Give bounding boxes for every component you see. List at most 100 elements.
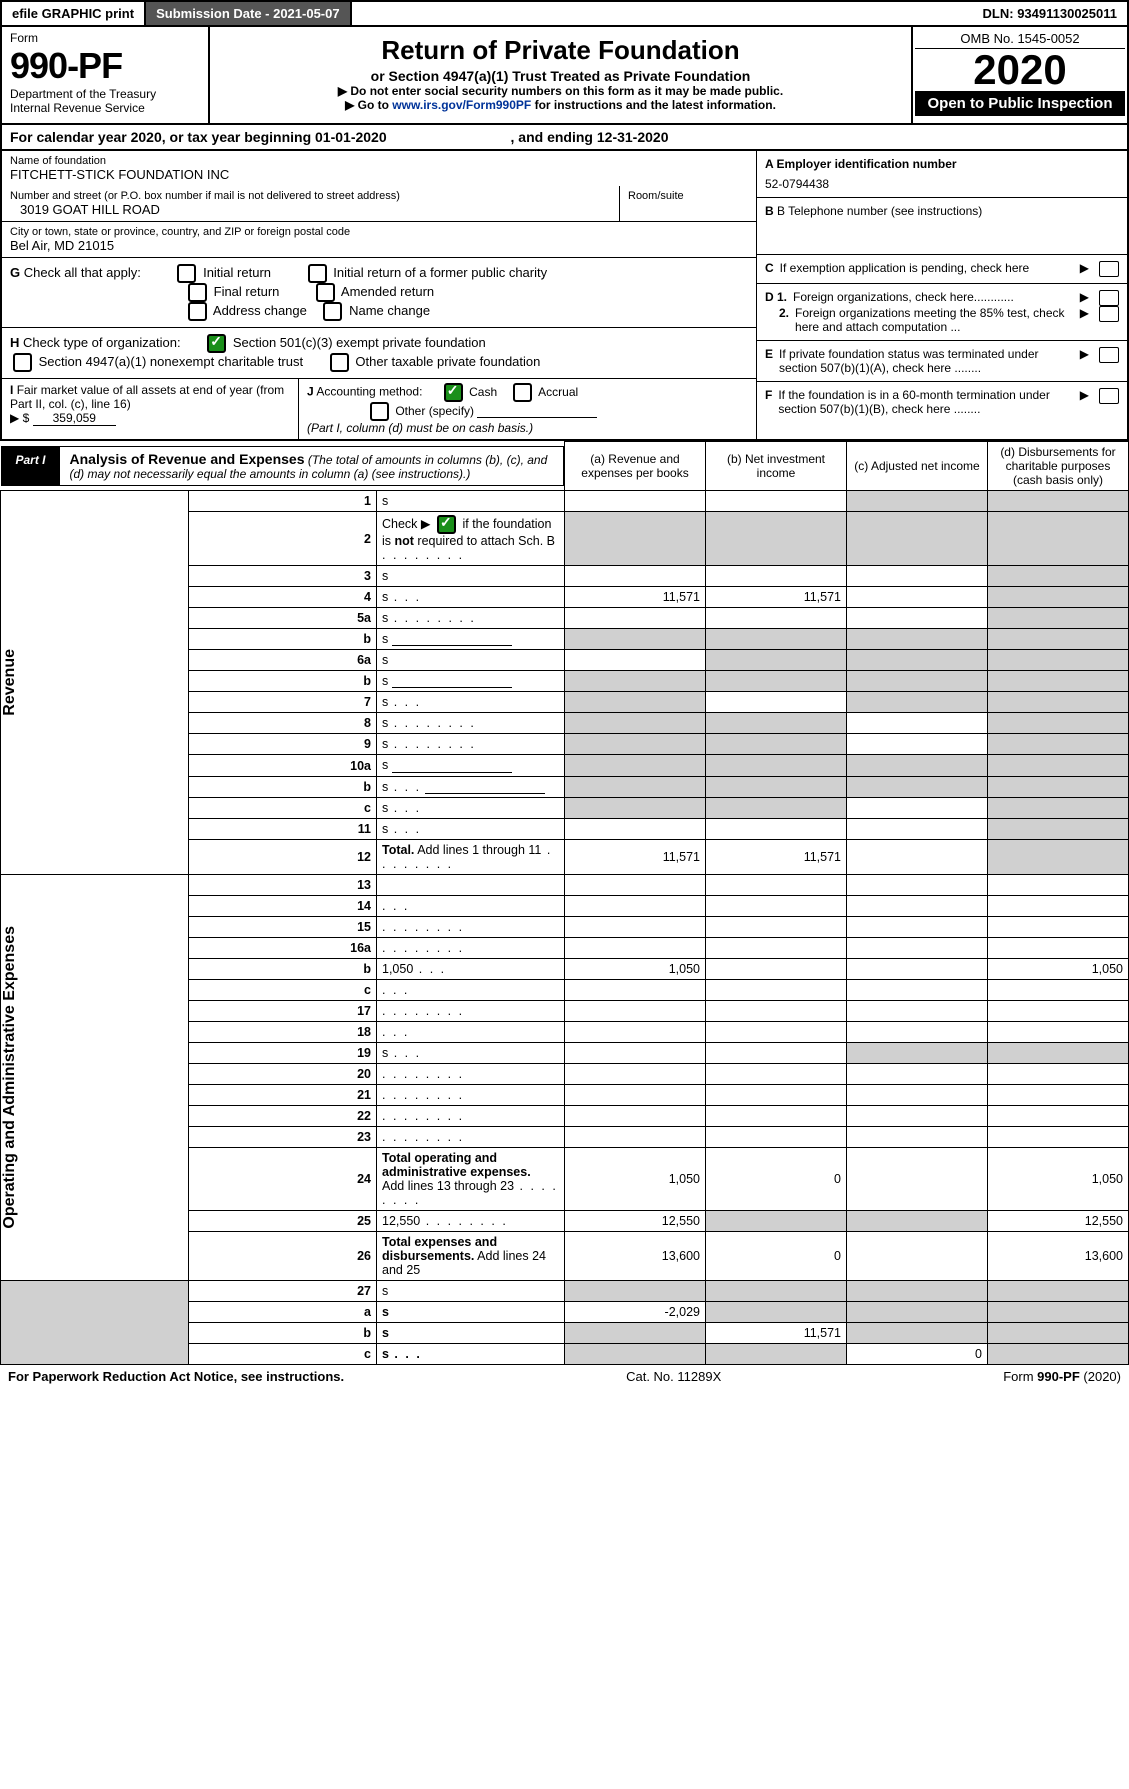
value-cell xyxy=(847,1322,988,1343)
value-cell xyxy=(706,776,847,797)
row-description: s xyxy=(377,797,565,818)
value-cell xyxy=(565,1000,706,1021)
value-cell xyxy=(847,916,988,937)
value-cell xyxy=(706,1084,847,1105)
row-number: 19 xyxy=(189,1042,377,1063)
chk-f[interactable] xyxy=(1099,388,1119,404)
value-cell xyxy=(847,818,988,839)
value-cell xyxy=(847,1105,988,1126)
chk-c[interactable] xyxy=(1099,261,1119,277)
value-cell xyxy=(706,1126,847,1147)
value-cell xyxy=(847,839,988,874)
chk-other-method[interactable] xyxy=(370,402,389,421)
value-cell xyxy=(847,797,988,818)
row-description xyxy=(377,874,565,895)
row-description: Total. Add lines 1 through 11 xyxy=(377,839,565,874)
row-number: 26 xyxy=(189,1231,377,1280)
row-description: s xyxy=(377,671,565,692)
chk-d1[interactable] xyxy=(1099,290,1119,306)
row-number: 12 xyxy=(189,839,377,874)
value-cell xyxy=(988,818,1129,839)
value-cell xyxy=(988,713,1129,734)
row-description: s xyxy=(377,650,565,671)
row-number: 15 xyxy=(189,916,377,937)
fmv-value: 359,059 xyxy=(33,411,116,426)
chk-other-taxable[interactable] xyxy=(330,353,349,372)
60-month-termination: If the foundation is in a 60-month termi… xyxy=(778,388,1073,416)
section-label: Operating and Administrative Expenses xyxy=(1,926,19,1229)
row-description: 1,050 xyxy=(377,958,565,979)
value-cell xyxy=(706,692,847,713)
chk-d2[interactable] xyxy=(1099,306,1119,322)
value-cell xyxy=(706,512,847,566)
row-number: 7 xyxy=(189,692,377,713)
value-cell xyxy=(988,629,1129,650)
chk-accrual[interactable] xyxy=(513,383,532,402)
value-cell xyxy=(565,1126,706,1147)
paperwork-notice: For Paperwork Reduction Act Notice, see … xyxy=(8,1369,344,1384)
row-description xyxy=(377,895,565,916)
main-title: Return of Private Foundation xyxy=(220,35,901,66)
row-description: s xyxy=(377,1042,565,1063)
part1-title: Analysis of Revenue and Expenses (The to… xyxy=(60,447,563,485)
value-cell xyxy=(565,671,706,692)
chk-name-change[interactable] xyxy=(323,302,342,321)
row-description: 12,550 xyxy=(377,1210,565,1231)
room-label: Room/suite xyxy=(628,190,748,202)
row-number: b xyxy=(189,671,377,692)
row-description xyxy=(377,916,565,937)
chk-cash[interactable] xyxy=(444,383,463,402)
row-number: c xyxy=(189,797,377,818)
value-cell xyxy=(847,692,988,713)
row-description xyxy=(377,1105,565,1126)
row-description: s xyxy=(377,776,565,797)
row-description xyxy=(377,1126,565,1147)
row-description xyxy=(377,937,565,958)
ein-value: 52-0794438 xyxy=(765,171,1119,191)
row-number: c xyxy=(189,979,377,1000)
chk-4947[interactable] xyxy=(13,353,32,372)
value-cell xyxy=(706,1021,847,1042)
chk-amended-return[interactable] xyxy=(316,283,335,302)
chk-sch-b[interactable] xyxy=(437,515,456,534)
row-number: a xyxy=(189,1301,377,1322)
value-cell xyxy=(565,692,706,713)
value-cell xyxy=(988,776,1129,797)
value-cell xyxy=(988,839,1129,874)
value-cell xyxy=(988,1126,1129,1147)
value-cell xyxy=(847,1210,988,1231)
irs-link[interactable]: www.irs.gov/Form990PF xyxy=(392,98,531,112)
row-description: Check ▶ if the foundation is not require… xyxy=(377,512,565,566)
calendar-year-row: For calendar year 2020, or tax year begi… xyxy=(0,125,1129,151)
value-cell xyxy=(847,491,988,512)
submission-date: Submission Date - 2021-05-07 xyxy=(146,2,352,25)
row-description: s xyxy=(377,491,565,512)
value-cell xyxy=(988,734,1129,755)
value-cell xyxy=(988,1322,1129,1343)
value-cell xyxy=(847,1126,988,1147)
chk-address-change[interactable] xyxy=(188,302,207,321)
value-cell xyxy=(988,874,1129,895)
value-cell xyxy=(847,587,988,608)
value-cell xyxy=(706,1301,847,1322)
value-cell xyxy=(565,1084,706,1105)
value-cell xyxy=(565,1105,706,1126)
value-cell xyxy=(847,566,988,587)
value-cell: 0 xyxy=(706,1231,847,1280)
exemption-pending: If exemption application is pending, che… xyxy=(780,261,1074,275)
row-number: 17 xyxy=(189,1000,377,1021)
form-label: Form xyxy=(10,31,200,45)
chk-initial-return[interactable] xyxy=(177,264,196,283)
value-cell xyxy=(847,895,988,916)
row-description: Total expenses and disbursements. Add li… xyxy=(377,1231,565,1280)
value-cell xyxy=(706,650,847,671)
chk-final-return[interactable] xyxy=(188,283,207,302)
chk-501c3[interactable] xyxy=(207,334,226,353)
value-cell xyxy=(988,755,1129,776)
value-cell xyxy=(847,958,988,979)
chk-initial-former[interactable] xyxy=(308,264,327,283)
row-description xyxy=(377,979,565,1000)
value-cell xyxy=(988,491,1129,512)
value-cell xyxy=(706,713,847,734)
chk-e[interactable] xyxy=(1099,347,1119,363)
